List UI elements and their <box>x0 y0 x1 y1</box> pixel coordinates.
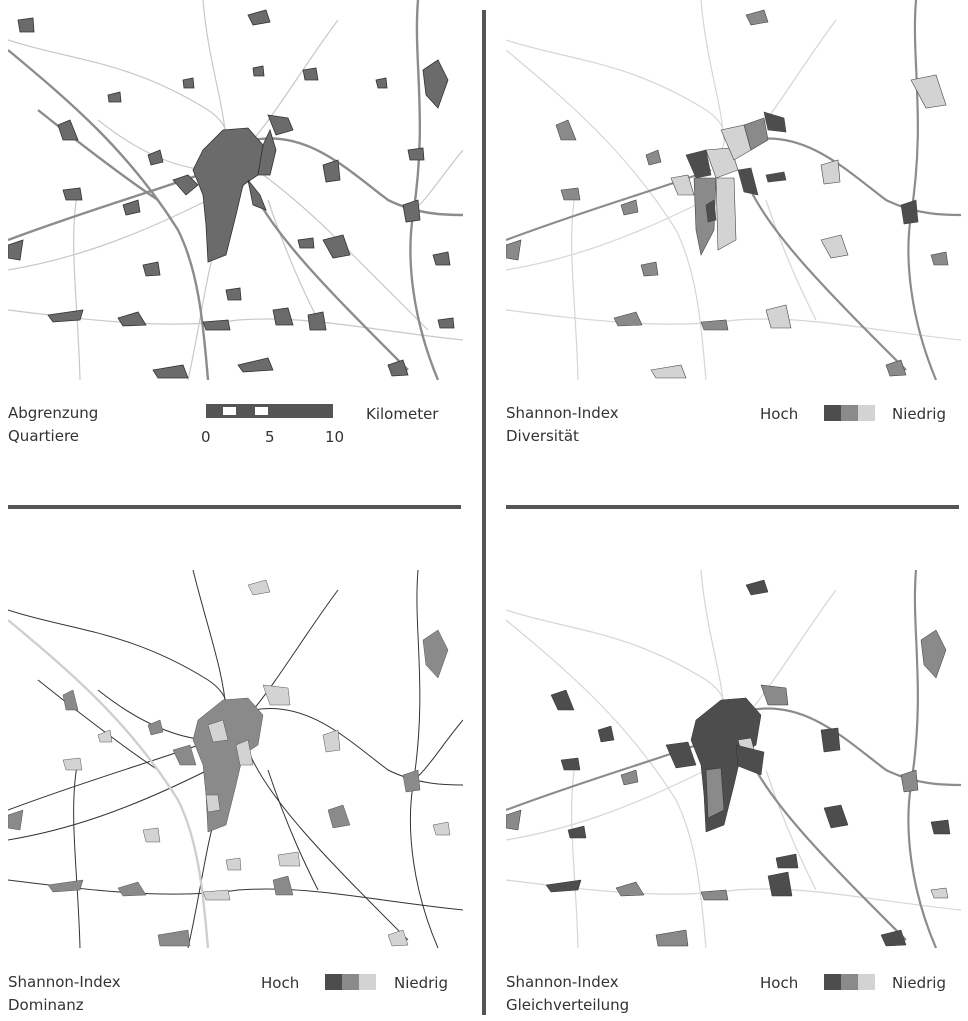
map-diversity <box>506 0 961 380</box>
legend-swatch-high <box>325 974 342 990</box>
panel-title-line1: Shannon-Index <box>8 973 121 991</box>
horizontal-divider-left <box>8 505 461 509</box>
panel-diversity: Shannon-Index Diversität Hoch Niedrig <box>506 0 961 460</box>
panel-title: Shannon-Index Gleichverteilung <box>506 971 629 1017</box>
panel-title: Shannon-Index Diversität <box>506 402 619 448</box>
panel-title-line1: Shannon-Index <box>506 973 619 991</box>
panel-boundaries: Abgrenzung Quartiere 0 5 10 Kilometer <box>8 0 463 460</box>
panel-title-line1: Shannon-Index <box>506 404 619 422</box>
panel-evenness: Shannon-Index Gleichverteilung Hoch Nied… <box>506 570 961 1021</box>
legend-swatch-mid <box>342 974 359 990</box>
scale-bar <box>206 404 333 418</box>
scale-tick-10: 10 <box>325 428 345 446</box>
scale-bar-segment <box>223 407 236 415</box>
scale-unit: Kilometer <box>366 405 439 423</box>
legend-swatch-mid <box>841 405 858 421</box>
map-dominance <box>8 570 463 948</box>
scale-bar-segment <box>255 407 268 415</box>
map-boundaries <box>8 0 463 380</box>
legend-swatch-high <box>824 405 841 421</box>
legend-low-label: Niedrig <box>892 405 946 423</box>
map-evenness <box>506 570 961 948</box>
panel-title: Shannon-Index Dominanz <box>8 971 121 1017</box>
panel-title-line2: Quartiere <box>8 427 80 445</box>
legend-high-label: Hoch <box>760 405 799 423</box>
legend-swatch-low <box>858 974 875 990</box>
legend-high-label: Hoch <box>261 974 300 992</box>
vertical-divider <box>482 10 486 1015</box>
legend-high-label: Hoch <box>760 974 799 992</box>
legend-swatch-low <box>359 974 376 990</box>
panel-title-line1: Abgrenzung <box>8 404 99 422</box>
panel-title-line2: Gleichverteilung <box>506 996 630 1014</box>
panel-title-line2: Dominanz <box>8 996 84 1014</box>
panel-title: Abgrenzung Quartiere <box>8 402 98 448</box>
legend-swatch-mid <box>841 974 858 990</box>
panel-title-line2: Diversität <box>506 427 579 445</box>
panel-dominance: Shannon-Index Dominanz Hoch Niedrig <box>8 570 463 1021</box>
legend-swatch-low <box>858 405 875 421</box>
scale-tick-0: 0 <box>201 428 211 446</box>
horizontal-divider-right <box>506 505 959 509</box>
legend-swatch-high <box>824 974 841 990</box>
scale-tick-5: 5 <box>265 428 275 446</box>
legend-low-label: Niedrig <box>394 974 448 992</box>
legend-low-label: Niedrig <box>892 974 946 992</box>
